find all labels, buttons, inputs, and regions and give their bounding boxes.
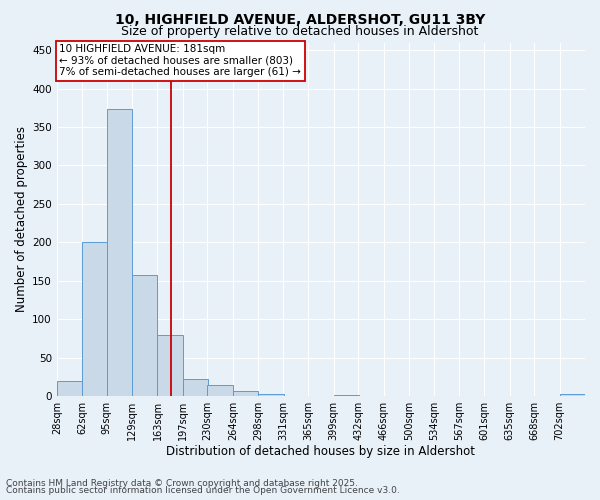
X-axis label: Distribution of detached houses by size in Aldershot: Distribution of detached houses by size … <box>166 444 475 458</box>
Text: 10 HIGHFIELD AVENUE: 181sqm
← 93% of detached houses are smaller (803)
7% of sem: 10 HIGHFIELD AVENUE: 181sqm ← 93% of det… <box>59 44 301 78</box>
Text: 10, HIGHFIELD AVENUE, ALDERSHOT, GU11 3BY: 10, HIGHFIELD AVENUE, ALDERSHOT, GU11 3B… <box>115 12 485 26</box>
Bar <box>258 394 284 396</box>
Bar <box>82 242 107 396</box>
Text: Contains HM Land Registry data © Crown copyright and database right 2025.: Contains HM Land Registry data © Crown c… <box>6 478 358 488</box>
Bar <box>183 379 208 396</box>
Bar <box>334 394 359 396</box>
Bar <box>560 394 585 396</box>
Bar <box>57 380 82 396</box>
Text: Contains public sector information licensed under the Open Government Licence v3: Contains public sector information licen… <box>6 486 400 495</box>
Bar <box>157 334 183 396</box>
Bar <box>208 384 233 396</box>
Bar <box>233 390 258 396</box>
Bar <box>107 108 132 396</box>
Y-axis label: Number of detached properties: Number of detached properties <box>15 126 28 312</box>
Text: Size of property relative to detached houses in Aldershot: Size of property relative to detached ho… <box>121 25 479 38</box>
Bar <box>132 274 157 396</box>
